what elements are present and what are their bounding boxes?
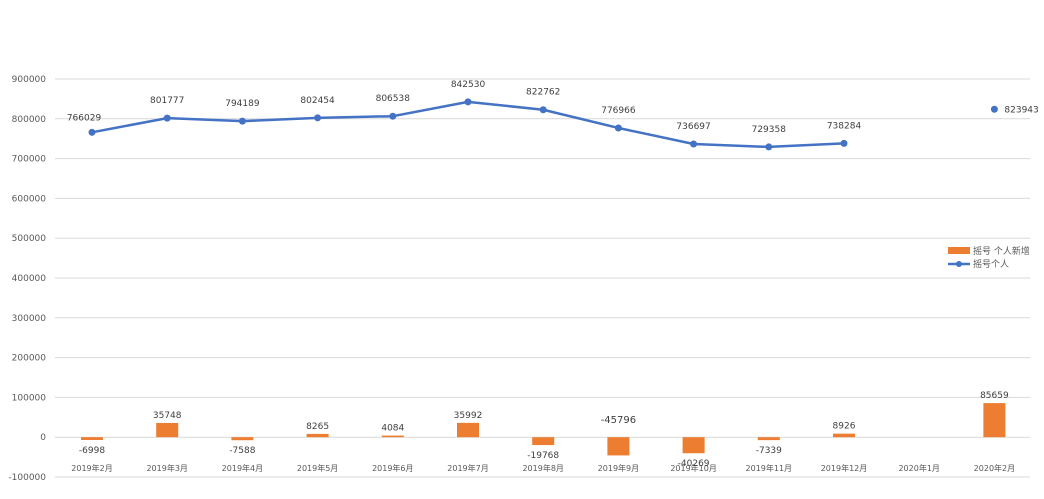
bar-data-label: 35748 xyxy=(153,411,182,421)
line-data-label: 776966 xyxy=(601,106,636,116)
bar xyxy=(231,437,254,441)
line-point xyxy=(990,105,998,113)
y-tick-label: 700000 xyxy=(12,155,47,165)
bar xyxy=(457,422,479,438)
line-data-label: 822762 xyxy=(526,88,560,98)
line-data-label: 801777 xyxy=(150,96,184,106)
legend-bar-label: 摇号 个人新增 xyxy=(973,245,1030,257)
series-line xyxy=(91,100,845,149)
line-series xyxy=(88,98,998,151)
bar xyxy=(81,437,103,440)
y-tick-label: -100000 xyxy=(8,473,46,483)
line-data-label: 823943 xyxy=(1004,105,1038,115)
line-data-label: 729358 xyxy=(752,125,787,135)
y-tick-label: 0 xyxy=(40,433,46,443)
bar xyxy=(306,433,329,438)
bar-data-label: -6998 xyxy=(79,446,105,456)
bar-data-label: -45796 xyxy=(601,415,636,426)
line-data-label: 806538 xyxy=(376,94,411,104)
x-tick-label: 2019年10月 xyxy=(670,463,717,473)
y-tick-label: 900000 xyxy=(12,75,47,85)
line-point xyxy=(614,124,622,132)
legend-line-marker xyxy=(956,261,962,267)
y-tick-label: 100000 xyxy=(12,393,47,403)
bar xyxy=(156,422,179,438)
bar-data-label: -19768 xyxy=(527,451,559,461)
x-tick-label: 2019年9月 xyxy=(598,463,639,473)
bar xyxy=(682,437,705,454)
line-point xyxy=(464,98,472,106)
x-tick-label: 2020年2月 xyxy=(974,463,1015,473)
bar-data-label: 8265 xyxy=(306,422,329,432)
x-tick-label: 2019年12月 xyxy=(821,463,868,473)
y-tick-label: 300000 xyxy=(12,314,47,324)
bar-data-label: 8926 xyxy=(833,422,856,432)
line-point xyxy=(690,140,698,148)
x-tick-label: 2019年4月 xyxy=(222,463,263,473)
gridlines xyxy=(55,78,1030,478)
bar-data-label: -7588 xyxy=(229,446,255,456)
line-point xyxy=(840,139,848,147)
y-tick-label: 600000 xyxy=(12,194,47,204)
bar-data-label: -7339 xyxy=(756,446,782,456)
line-data-label: 736697 xyxy=(676,122,710,132)
bar-data-label: -40269 xyxy=(678,459,710,469)
x-tick-label: 2019年8月 xyxy=(522,463,563,473)
x-tick-label: 2019年7月 xyxy=(447,463,488,473)
bar xyxy=(983,403,1006,438)
line-data-label: 766029 xyxy=(67,113,102,123)
y-tick-label: 200000 xyxy=(12,354,47,364)
x-axis-tick-labels: 2019年2月 2019年3月 2019年4月 2019年5月 2019年6月 2019年… xyxy=(71,463,1015,473)
bar-data-label: 4084 xyxy=(381,424,404,434)
line-data-label: 842530 xyxy=(451,80,486,90)
legend-line-label: 摇号个人 xyxy=(973,258,1009,270)
x-tick-label: 2019年2月 xyxy=(71,463,112,473)
line-data-label: 802454 xyxy=(300,96,335,106)
line-data-label: 794189 xyxy=(225,99,260,109)
y-axis-tick-labels: -100000 0 100000 200000 300000 400000 500000 60… xyxy=(8,75,46,483)
x-tick-label: 2019年6月 xyxy=(372,463,413,473)
bar xyxy=(607,437,630,456)
bar xyxy=(532,437,555,446)
y-tick-label: 800000 xyxy=(12,115,47,125)
x-tick-label: 2019年5月 xyxy=(297,463,338,473)
data-labels: 766029 801777 794189 802454 806538 842530 8227… xyxy=(67,80,1039,469)
line-point xyxy=(539,106,547,114)
bar-series xyxy=(81,403,1006,456)
legend-bar-swatch xyxy=(948,247,970,254)
x-tick-label: 2020年1月 xyxy=(898,463,939,473)
bar-data-label: 35992 xyxy=(454,411,483,421)
line-point xyxy=(238,117,246,125)
x-tick-label: 2019年3月 xyxy=(146,463,187,473)
x-tick-label: 2019年11月 xyxy=(746,463,793,473)
line-point xyxy=(163,114,171,122)
bar-data-label: 85659 xyxy=(980,391,1009,401)
y-tick-label: 500000 xyxy=(12,234,47,244)
y-tick-label: 400000 xyxy=(12,274,47,284)
bar xyxy=(757,437,780,441)
bar xyxy=(833,433,855,438)
bar xyxy=(381,435,404,438)
line-point xyxy=(88,128,96,136)
line-point xyxy=(389,112,397,120)
line-data-label: 738284 xyxy=(827,121,862,131)
line-point xyxy=(765,143,773,151)
line-point xyxy=(314,114,322,122)
